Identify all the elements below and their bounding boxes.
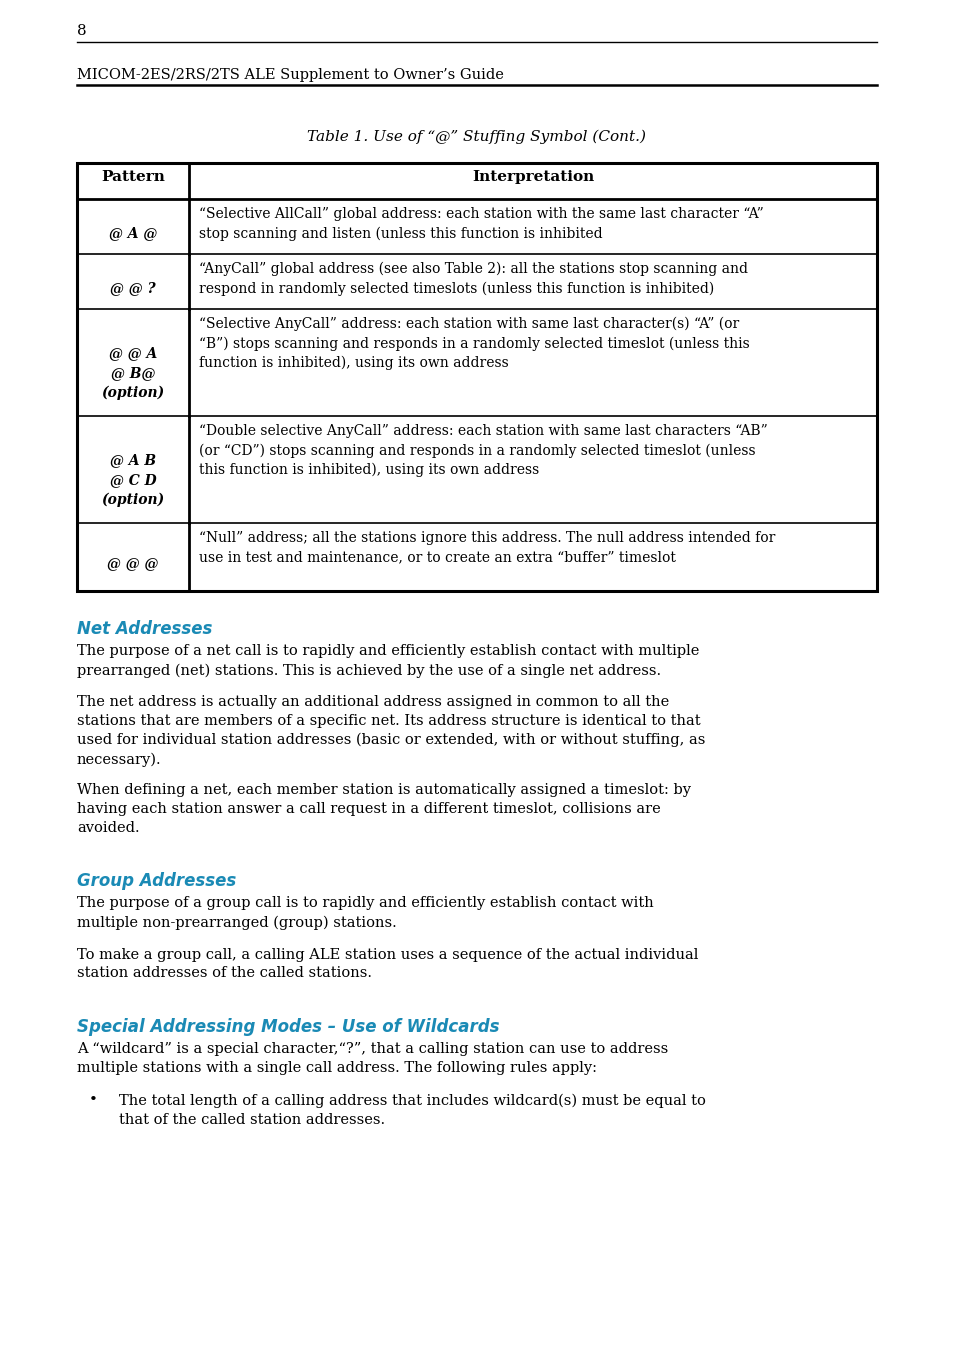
Text: 8: 8 — [77, 24, 87, 38]
Text: “AnyCall” global address (see also Table 2): all the stations stop scanning and
: “AnyCall” global address (see also Table… — [199, 262, 747, 296]
Text: “Selective AllCall” global address: each station with the same last character “A: “Selective AllCall” global address: each… — [199, 207, 763, 241]
Text: The net address is actually an additional address assigned in common to all the
: The net address is actually an additiona… — [77, 695, 704, 767]
Text: @ @ @: @ @ @ — [107, 557, 158, 571]
Text: Net Addresses: Net Addresses — [77, 621, 213, 638]
Text: MICOM-2ES/2RS/2TS ALE Supplement to Owner’s Guide: MICOM-2ES/2RS/2TS ALE Supplement to Owne… — [77, 68, 503, 82]
Text: @ @ ?: @ @ ? — [111, 281, 155, 296]
Text: “Double selective AnyCall” address: each station with same last characters “AB”
: “Double selective AnyCall” address: each… — [199, 425, 767, 477]
Text: Table 1. Use of “@” Stuffing Symbol (Cont.): Table 1. Use of “@” Stuffing Symbol (Con… — [307, 130, 646, 145]
Text: Group Addresses: Group Addresses — [77, 872, 236, 891]
Text: The purpose of a group call is to rapidly and efficiently establish contact with: The purpose of a group call is to rapidl… — [77, 896, 653, 930]
Bar — [77, 164, 876, 591]
Text: A “wildcard” is a special character,“?”, that a calling station can use to addre: A “wildcard” is a special character,“?”,… — [77, 1042, 667, 1075]
Text: @ @ A
@ B@
(option): @ @ A @ B@ (option) — [101, 346, 165, 400]
Text: The total length of a calling address that includes wildcard(s) must be equal to: The total length of a calling address th… — [119, 1094, 705, 1126]
Text: “Selective AnyCall” address: each station with same last character(s) “A” (or
“B: “Selective AnyCall” address: each statio… — [199, 316, 749, 370]
Text: @ A B
@ C D
(option): @ A B @ C D (option) — [101, 453, 165, 507]
Text: Pattern: Pattern — [101, 170, 165, 184]
Text: When defining a net, each member station is automatically assigned a timeslot: b: When defining a net, each member station… — [77, 783, 690, 836]
Text: Interpretation: Interpretation — [472, 170, 594, 184]
Text: @ A @: @ A @ — [109, 227, 157, 241]
Text: The purpose of a net call is to rapidly and efficiently establish contact with m: The purpose of a net call is to rapidly … — [77, 644, 699, 677]
Text: •: • — [89, 1094, 98, 1107]
Text: “Null” address; all the stations ignore this address. The null address intended : “Null” address; all the stations ignore … — [199, 531, 775, 564]
Text: Special Addressing Modes – Use of Wildcards: Special Addressing Modes – Use of Wildca… — [77, 1018, 499, 1037]
Text: To make a group call, a calling ALE station uses a sequence of the actual indivi: To make a group call, a calling ALE stat… — [77, 948, 698, 980]
